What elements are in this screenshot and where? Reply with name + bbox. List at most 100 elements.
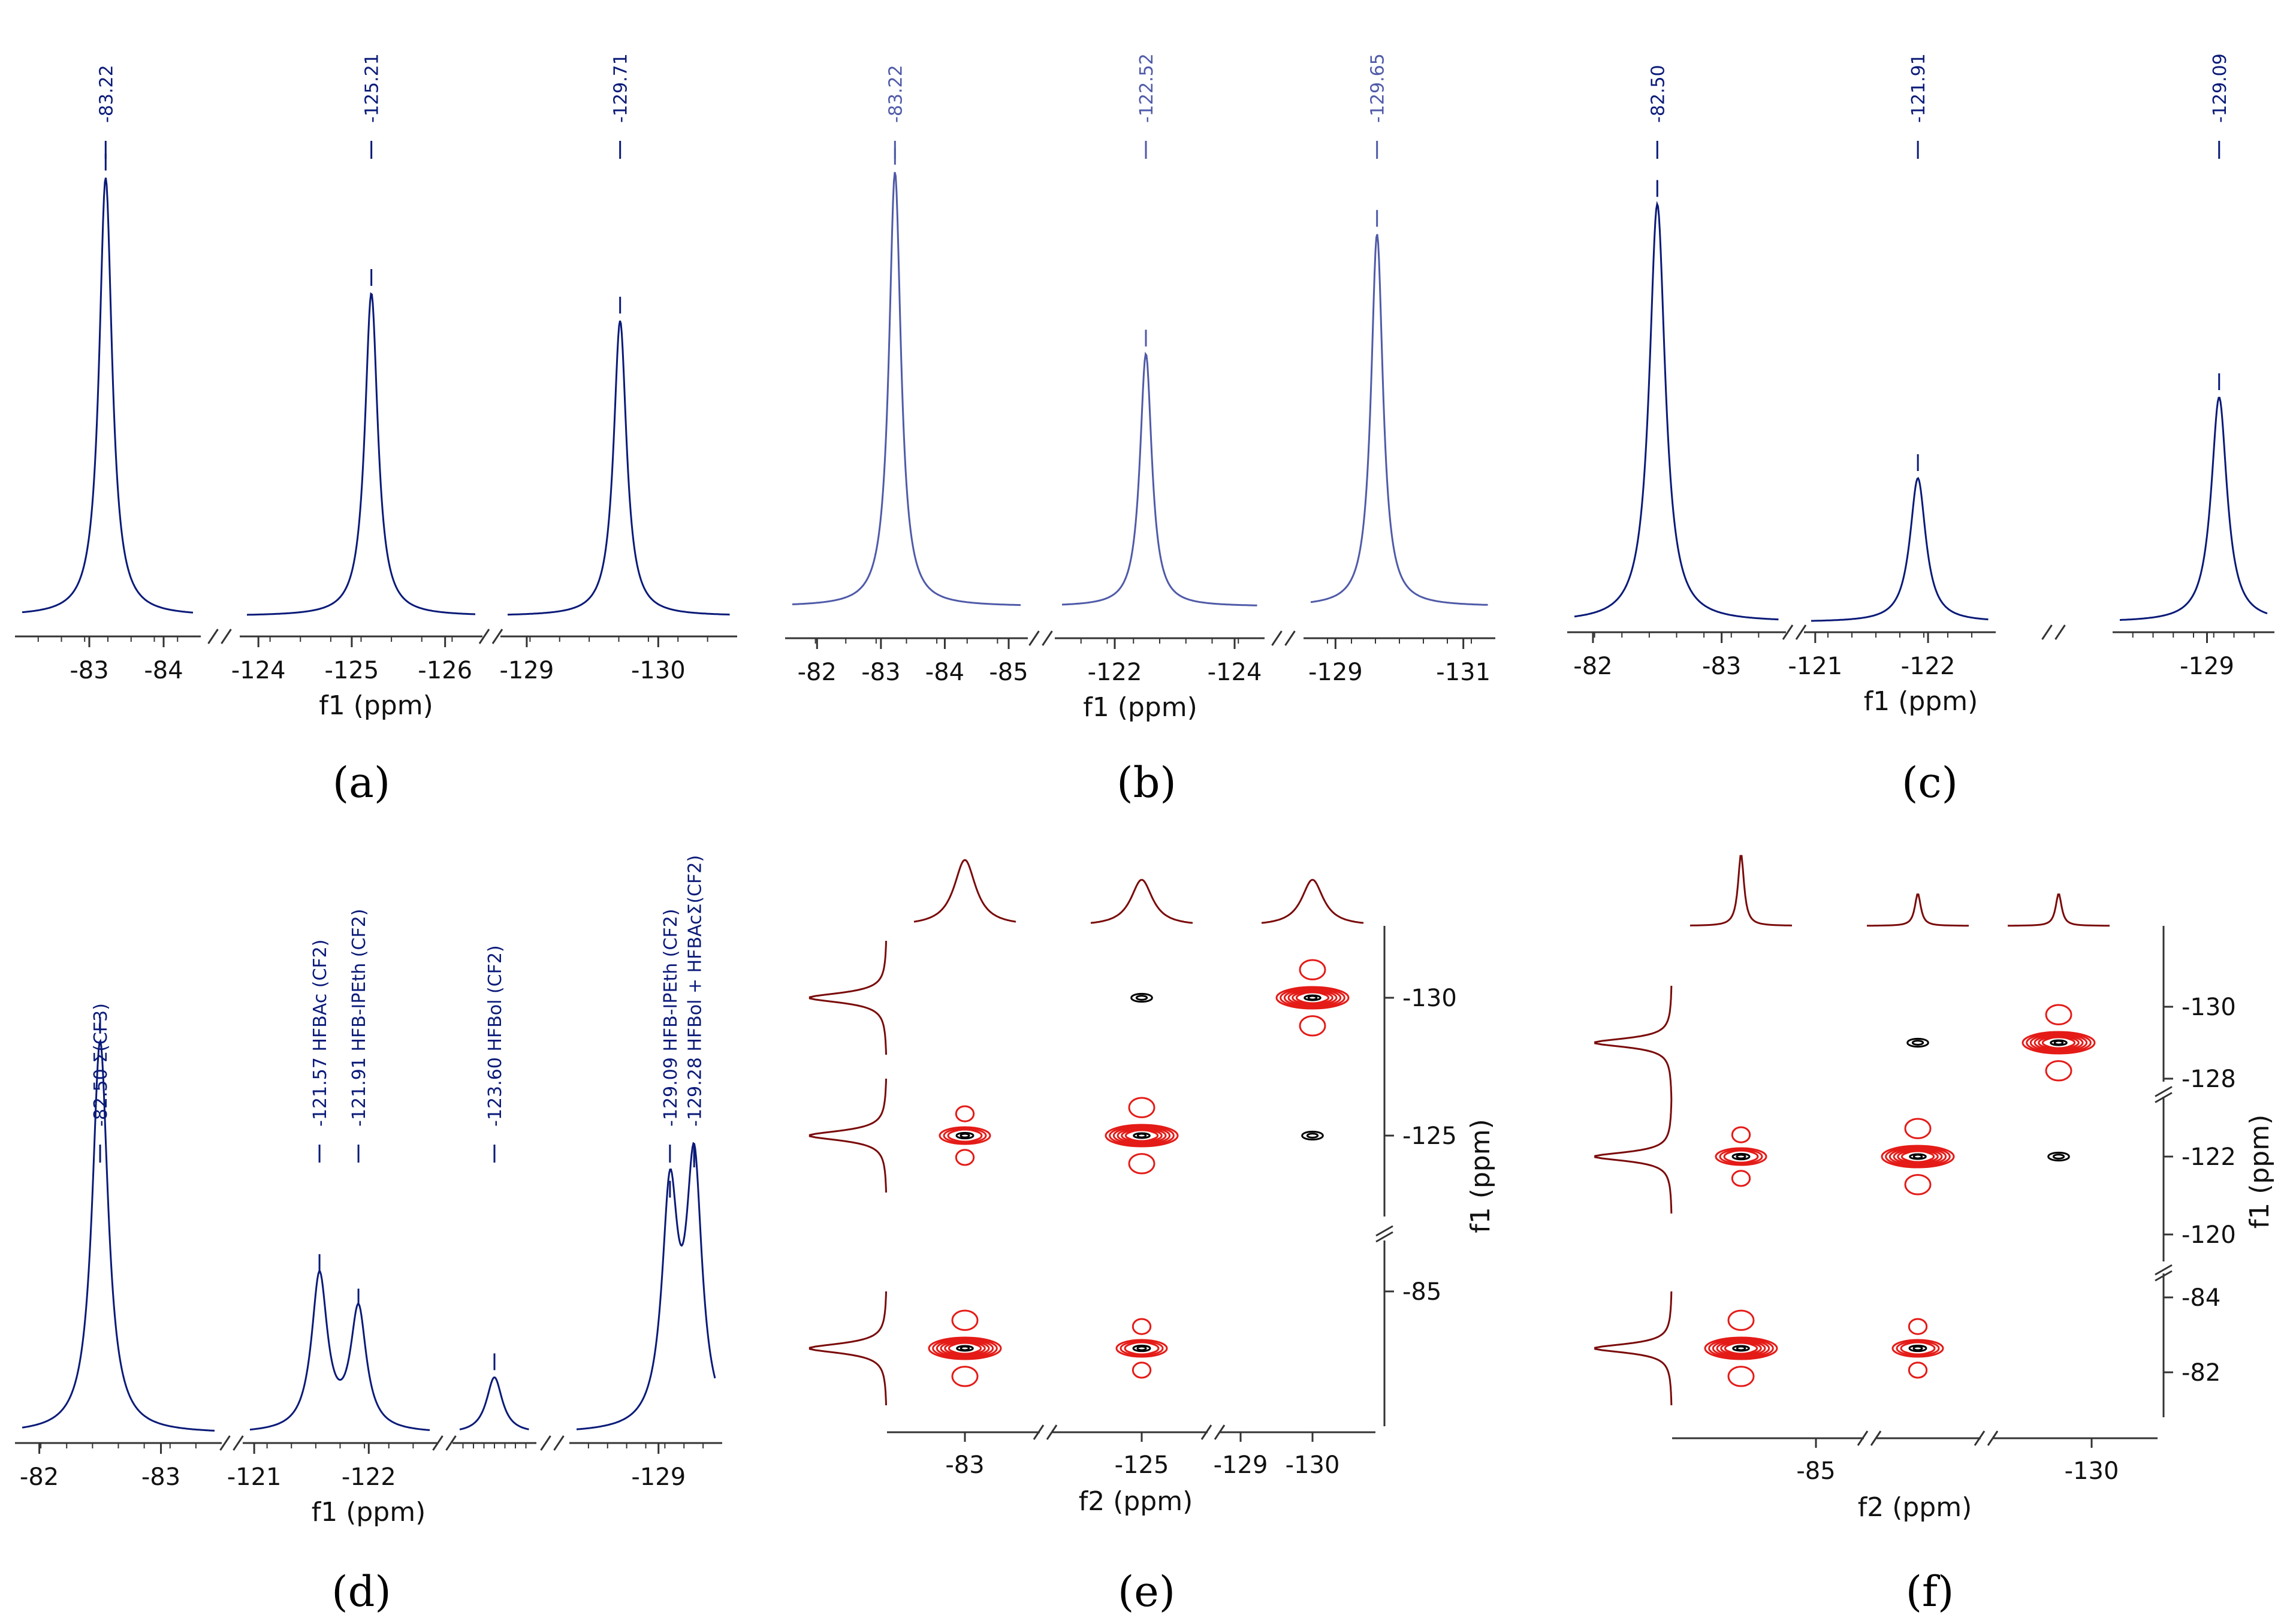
contour-ring [928, 1336, 1002, 1360]
contour-ring [2038, 1036, 2080, 1050]
peak-label: -122.52 [1136, 53, 1157, 123]
contour-lobe [955, 1149, 975, 1166]
contour-ring [1120, 1340, 1164, 1357]
contour-ring [1736, 1154, 1746, 1160]
contour-lobe [1128, 1097, 1155, 1118]
contour-ring [1125, 991, 1158, 1005]
contour-ring [944, 1341, 986, 1356]
contour-ring [1275, 986, 1350, 1010]
panel-c: -82 -83 -121 -122 -129 f1 (ppm) -82.50 -121.91 -… [1567, 53, 2274, 717]
contour-lobe [1904, 1118, 1932, 1139]
y-tick-label: -85 [1402, 1278, 1441, 1306]
peak-label: -129.71 [611, 53, 632, 123]
spectrum-trace [1811, 476, 1989, 622]
y-tick-label: -130 [1402, 985, 1457, 1012]
contour-ring [1280, 987, 1345, 1009]
x-tick-label: -124 [1208, 659, 1262, 686]
x-tick-label: -83 [861, 659, 900, 686]
peak-label: -129.09 HFB-IPEth (CF2) [660, 909, 681, 1127]
contour-lobe [2045, 1004, 2072, 1025]
x-axis-label: f2 (ppm) [1858, 1492, 1972, 1523]
y-tick-label: -82 [2182, 1359, 2220, 1387]
contour-ring [939, 1126, 991, 1145]
panel-label-b: (b) [1117, 758, 1176, 807]
contour-ring [1130, 992, 1153, 1003]
contour-ring [932, 1338, 998, 1359]
contour-lobe [951, 1309, 979, 1331]
contour-ring [1896, 1340, 1940, 1357]
contour-lobe [1908, 1318, 1928, 1335]
contour-ring [2052, 1154, 2065, 1160]
axis-break-icon [478, 629, 503, 644]
contour-ring [1912, 1154, 1923, 1160]
contour-lobe [1128, 1153, 1155, 1175]
x-tick-label: -83 [1702, 653, 1741, 680]
contour-lobe [1132, 1318, 1152, 1335]
contour-ring [1117, 1127, 1167, 1144]
top-projection-trace [1090, 879, 1193, 924]
contour-lobe [1731, 1170, 1751, 1187]
contour-ring [1906, 1037, 1929, 1048]
contour-ring [1124, 1342, 1160, 1355]
x-tick-label: -129 [631, 1463, 686, 1491]
top-projection-trace [1261, 879, 1364, 924]
contour-ring [1704, 1336, 1778, 1360]
contour-ring [1904, 1343, 1932, 1354]
peak-label: -121.57 HFBAc (CF2) [310, 940, 331, 1127]
panel-label-e: (e) [1118, 1567, 1175, 1616]
x-tick-label: -125 [1115, 1451, 1169, 1479]
contour-ring [1727, 1151, 1755, 1162]
contour-ring [1897, 1149, 1939, 1164]
contour-ring [2022, 1031, 2096, 1055]
contour-ring [2042, 1149, 2075, 1164]
x-axis-label: f2 (ppm) [1079, 1486, 1193, 1517]
y-tick-label: -122 [2182, 1143, 2236, 1171]
left-projection-trace [808, 1291, 888, 1406]
panel-label-d: (d) [331, 1567, 391, 1616]
x-tick-label: -83 [70, 657, 108, 684]
contour-lobe [955, 1105, 975, 1122]
contour-lobe [1727, 1366, 1755, 1387]
spectrum-trace [2120, 397, 2268, 621]
contour-ring [1888, 1147, 1947, 1166]
contour-ring [2041, 1037, 2076, 1049]
panel-a: -83 -84 -124 -125 -126 -129 -130 f1 (ppm) -83.22… [15, 53, 737, 721]
contour-ring [1105, 1124, 1179, 1148]
y-axis-label: f1 (ppm) [2244, 1115, 2275, 1229]
top-projection-trace [1867, 893, 1969, 927]
peak-label: -129.65 [1368, 53, 1389, 123]
contour-ring [1912, 1345, 1923, 1351]
spectrum-trace [508, 320, 730, 616]
contour-ring [948, 1342, 982, 1354]
axis-break-icon [1782, 624, 1807, 640]
panel-label-c: (c) [1902, 758, 1958, 807]
top-projection-trace [1690, 855, 1792, 926]
contour-ring [1724, 1342, 1758, 1354]
x-tick-label: -125 [325, 657, 379, 684]
contour-lobe [2045, 1060, 2072, 1082]
x-tick-label: -84 [144, 657, 183, 684]
contour-ring [952, 1344, 978, 1353]
contour-lobe [1132, 1362, 1152, 1379]
axis-break-icon [207, 629, 232, 644]
y-tick-label: -125 [1402, 1122, 1457, 1150]
x-axis-label: f1 (ppm) [319, 690, 433, 721]
spectrum-trace [249, 1270, 430, 1431]
x-tick-label: -122 [342, 1463, 396, 1491]
top-projection-trace [913, 859, 1016, 923]
left-projection-trace [808, 1078, 888, 1193]
x-tick-label: -85 [1796, 1457, 1835, 1485]
peak-label: -83.22 [96, 65, 117, 123]
contour-lobe [1299, 1015, 1326, 1037]
peak-label: -125.21 [362, 53, 383, 123]
contour-ring [1708, 1338, 1774, 1359]
contour-ring [1891, 1339, 1944, 1358]
contour-ring [1885, 1146, 1951, 1167]
contour-ring [1900, 1342, 1936, 1355]
contour-ring [1893, 1148, 1943, 1165]
contour-ring [936, 1339, 994, 1358]
axis-break-icon [219, 1435, 244, 1451]
contour-lobe [951, 1366, 979, 1387]
contour-lobe [1904, 1174, 1932, 1196]
contour-ring [1731, 1152, 1751, 1161]
